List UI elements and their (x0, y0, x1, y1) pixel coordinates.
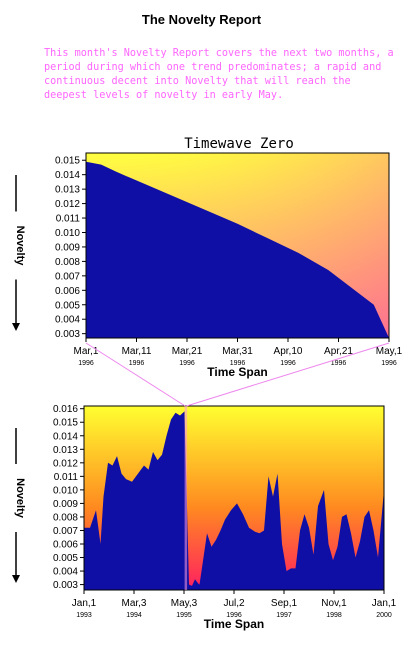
chart1-ytick-label: 0.012 (55, 199, 80, 210)
chart2-ytick-label: 0.003 (53, 580, 78, 591)
chart2-xtick-year: 1993 (76, 612, 92, 619)
chart1-ytick-label: 0.014 (55, 170, 80, 181)
chart1-ytick-label: 0.008 (55, 257, 80, 268)
chart2-xtick-label: Jan,1 (372, 598, 397, 609)
chart2-xtick-label: May,3 (171, 598, 198, 609)
chart1-xtick-label: Apr,10 (274, 346, 303, 357)
chart1-xtick-year: 1996 (280, 360, 296, 367)
chart1-xtick-year: 1996 (381, 360, 397, 367)
chart2-xtick-label: Sep,1 (271, 598, 298, 609)
chart2-novelty-area (84, 411, 384, 590)
connector-line-left (85, 342, 186, 407)
chart2-xtick-year: 1997 (276, 612, 292, 619)
chart2-ytick-label: 0.007 (53, 526, 78, 537)
chart2-xtick-year: 1994 (126, 612, 142, 619)
chart1-ylabel: Novelty (14, 226, 26, 267)
chart1-ytick-label: 0.005 (55, 300, 80, 311)
chart1-ytick-label: 0.009 (55, 242, 80, 253)
chart1-novelty-area (86, 161, 389, 338)
chart2-xtick-label: Jan,1 (72, 598, 97, 609)
chart1-ytick-label: 0.007 (55, 271, 80, 282)
chart2-xtick-label: Nov,1 (321, 598, 347, 609)
chart1-ytick-label: 0.013 (55, 185, 80, 196)
chart2-ytick-label: 0.010 (53, 485, 78, 496)
chart2-xtick-year: 1998 (326, 612, 342, 619)
chart1: 0.015 0.014 0.013 0.012 0.011 0.010 0.009 0.008… (12, 152, 403, 379)
chart2-xtick-label: Mar,3 (121, 598, 146, 609)
chart2-ytick-label: 0.015 (53, 418, 78, 429)
chart2-ytick-label: 0.006 (53, 540, 78, 551)
zoom-connector (85, 342, 390, 590)
chart1-xtick-label: Mar,11 (122, 346, 152, 357)
chart2-ytick-label: 0.011 (54, 472, 79, 483)
chart2-ytick-label: 0.016 (53, 404, 78, 415)
chart2-xlabel: Time Span (204, 617, 264, 631)
chart2-xtick-year: 2000 (376, 612, 392, 619)
chart2-ylabel: Novelty (14, 478, 26, 519)
chart2-ytick-label: 0.009 (53, 499, 78, 510)
chart1-xtick-label: Apr,21 (324, 346, 353, 357)
chart1-xtick-label: Mar,1 (73, 346, 98, 357)
chart1-ytick-label: 0.015 (55, 156, 80, 167)
chart2-ytick-label: 0.005 (53, 553, 78, 564)
chart1-xlabel: Time Span (207, 365, 267, 379)
connector-line-right (186, 342, 390, 407)
chart1-xtick-label: Mar,31 (222, 346, 253, 357)
chart2-ytick-label: 0.013 (53, 445, 78, 456)
chart1-ytick-label: 0.006 (55, 286, 80, 297)
chart1-ytick-label: 0.003 (55, 329, 80, 340)
zoom-highlight-band (184, 406, 188, 590)
chart1-ytick-label: 0.004 (55, 315, 80, 326)
down-arrow-icon (12, 323, 20, 331)
down-arrow-icon (12, 575, 20, 583)
chart2-ytick-label: 0.014 (53, 431, 78, 442)
chart1-xtick-label: May,1 (376, 346, 403, 357)
chart1-xtick-year: 1996 (78, 360, 94, 367)
intro-paragraph: This month's Novelty Report covers the n… (44, 48, 394, 101)
chart2-ytick-label: 0.008 (53, 512, 78, 523)
chart2-xtick-year: 1995 (176, 612, 192, 619)
chart2-xtick-year: 1996 (226, 612, 242, 619)
chart1-ytick-label: 0.011 (56, 214, 81, 225)
chart2-xtick-label: Jul,2 (223, 598, 245, 609)
page-title: The Novelty Report (141, 12, 262, 27)
chart1-ytick-label: 0.010 (55, 228, 80, 239)
chart2-ytick-label: 0.012 (53, 458, 78, 469)
chart1-xtick-year: 1996 (179, 360, 195, 367)
chart1-xtick-year: 1996 (331, 360, 347, 367)
chart1-xtick-label: Mar,21 (172, 346, 203, 357)
chart2: 0.016 0.015 0.014 0.013 0.012 0.011 0.010 0.009… (12, 404, 397, 631)
chart1-xtick-year: 1996 (129, 360, 145, 367)
chart2-ytick-label: 0.004 (53, 567, 78, 578)
chart1-xtick-year: 1996 (230, 360, 246, 367)
chart1-title: Timewave Zero (184, 136, 294, 152)
